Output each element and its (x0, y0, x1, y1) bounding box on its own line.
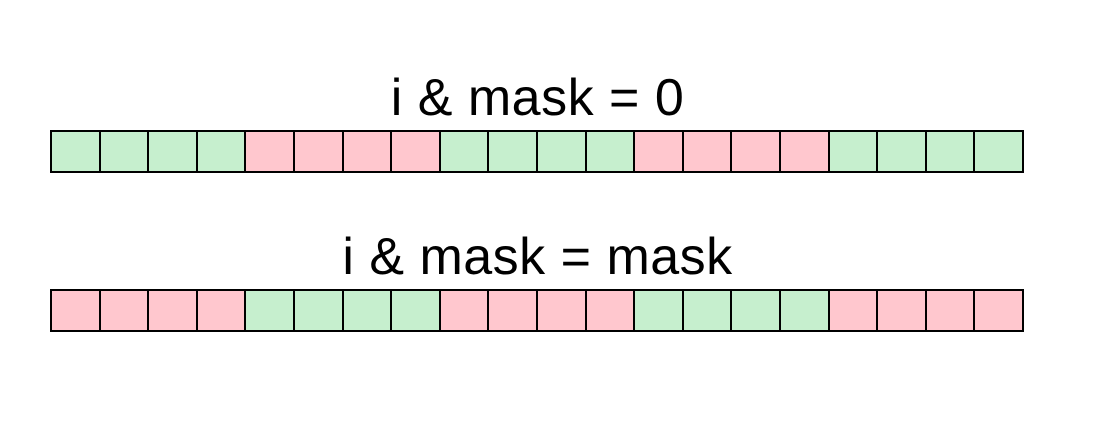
cell-green (197, 132, 247, 171)
cell-green (343, 291, 393, 330)
cell-pink (197, 291, 247, 330)
cell-pink (975, 291, 1022, 330)
cell-green (926, 132, 976, 171)
cell-green (100, 132, 150, 171)
cell-green (392, 291, 441, 330)
cell-green (586, 132, 636, 171)
cell-pink (440, 291, 490, 330)
cell-green (246, 291, 295, 330)
cell-green (829, 132, 879, 171)
cell-green (489, 132, 538, 171)
cell-strip-mask-zero (50, 130, 1024, 173)
cell-pink (537, 291, 587, 330)
cell-strip-mask-equal (50, 289, 1024, 332)
row-label-mask-zero: i & mask = 0 (390, 69, 685, 127)
cell-pink (780, 132, 830, 171)
cell-pink (294, 132, 344, 171)
cell-pink (878, 291, 927, 330)
cell-green (732, 291, 781, 330)
cell-pink (586, 291, 636, 330)
cell-green (294, 291, 344, 330)
cell-pink (926, 291, 976, 330)
cell-pink (683, 132, 733, 171)
cell-green (780, 291, 830, 330)
cell-green (149, 132, 198, 171)
cell-pink (489, 291, 538, 330)
cell-pink (829, 291, 879, 330)
cell-green (975, 132, 1022, 171)
row-label-mask-equal: i & mask = mask (342, 228, 733, 286)
cell-green (537, 132, 587, 171)
cell-green (683, 291, 733, 330)
cell-green (52, 132, 101, 171)
cell-pink (246, 132, 295, 171)
cell-pink (149, 291, 198, 330)
cell-pink (343, 132, 393, 171)
cell-pink (100, 291, 150, 330)
cell-pink (732, 132, 781, 171)
cell-green (878, 132, 927, 171)
cell-green (440, 132, 490, 171)
cell-pink (392, 132, 441, 171)
cell-pink (52, 291, 101, 330)
cell-pink (635, 132, 684, 171)
cell-green (635, 291, 684, 330)
